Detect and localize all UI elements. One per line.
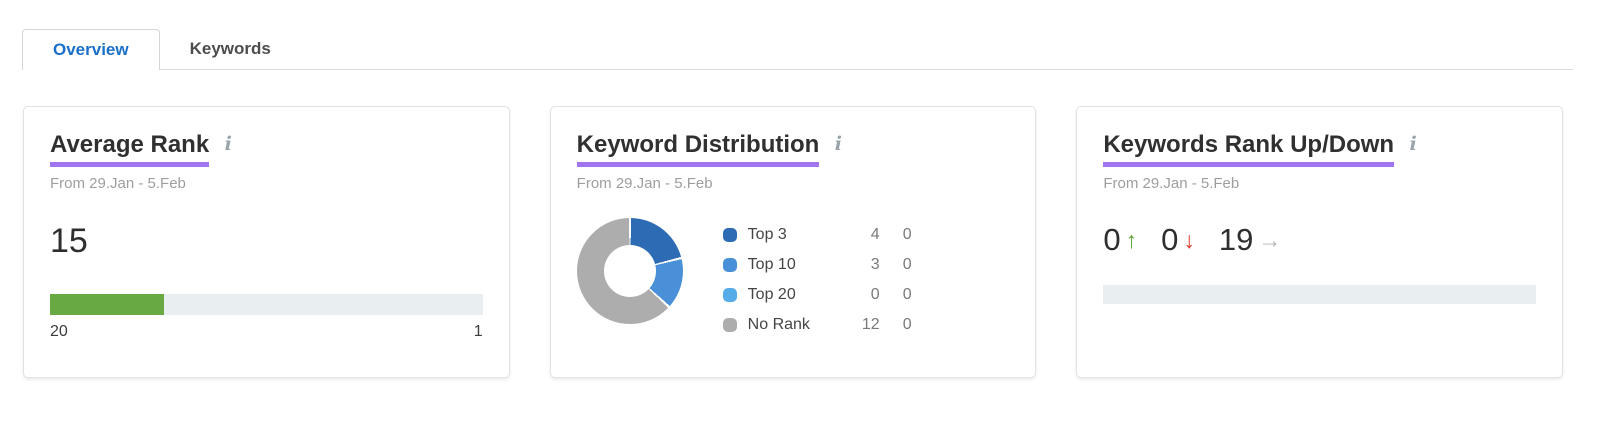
tab-bar: Overview Keywords bbox=[22, 29, 1573, 70]
keyword-distribution-period: From 29.Jan - 5.Feb bbox=[576, 175, 713, 192]
donut-chart bbox=[576, 218, 683, 324]
keyword-distribution-title[interactable]: Keyword Distribution bbox=[576, 133, 820, 167]
average-rank-scale: 20 1 bbox=[50, 323, 483, 341]
legend-label: Top 10 bbox=[747, 256, 796, 273]
keywords-rank-updown-title[interactable]: Keywords Rank Up/Down bbox=[1103, 133, 1395, 167]
rank-down-value: 0 bbox=[1161, 222, 1179, 257]
average-rank-bar: 20 1 bbox=[50, 294, 483, 341]
legend-label: Top 3 bbox=[747, 226, 787, 243]
legend-change: 0 bbox=[902, 256, 912, 273]
donut-legend: Top 3 4 0 Top 10 3 0 Top 20 0 0 bbox=[722, 218, 912, 340]
rank-up-stat: 0 ↑ bbox=[1103, 222, 1137, 258]
keyword-distribution-header: Keyword Distribution i bbox=[576, 133, 1010, 167]
legend-value: 12 bbox=[861, 316, 880, 333]
keywords-rank-updown-header: Keywords Rank Up/Down i bbox=[1103, 133, 1536, 167]
legend-dot-top10-icon bbox=[722, 258, 737, 272]
legend-change: 0 bbox=[902, 286, 912, 303]
average-rank-bar-fill bbox=[50, 294, 164, 315]
average-rank-header: Average Rank i bbox=[50, 133, 483, 167]
rank-down-stat: 0 ↓ bbox=[1161, 222, 1195, 258]
keywords-rank-updown-period: From 29.Jan - 5.Feb bbox=[1103, 175, 1240, 192]
info-icon[interactable]: i bbox=[834, 133, 843, 155]
average-rank-period: From 29.Jan - 5.Feb bbox=[50, 175, 186, 192]
rank-change-stats: 0 ↑ 0 ↓ 19 → bbox=[1103, 222, 1536, 258]
average-rank-card: Average Rank i From 29.Jan - 5.Feb 15 20… bbox=[23, 106, 510, 378]
average-rank-value: 15 bbox=[50, 222, 88, 260]
legend-row: No Rank 12 0 bbox=[722, 310, 912, 340]
tab-keywords[interactable]: Keywords bbox=[189, 39, 271, 58]
legend-label: Top 20 bbox=[747, 286, 796, 303]
legend-change: 0 bbox=[902, 226, 912, 243]
donut-hole bbox=[603, 245, 656, 297]
legend-value: 3 bbox=[870, 256, 880, 273]
info-icon[interactable]: i bbox=[1409, 133, 1417, 155]
rank-unchanged-value: 19 bbox=[1218, 222, 1254, 257]
legend-value: 0 bbox=[870, 286, 880, 303]
rank-up-value: 0 bbox=[1103, 222, 1121, 257]
keyword-distribution-card: Keyword Distribution i From 29.Jan - 5.F… bbox=[549, 106, 1037, 378]
scale-start-label: 20 bbox=[50, 323, 68, 340]
info-icon[interactable]: i bbox=[224, 133, 232, 155]
legend-row: Top 3 4 0 bbox=[722, 220, 912, 250]
legend-row: Top 10 3 0 bbox=[722, 250, 912, 280]
legend-dot-norank-icon bbox=[722, 318, 737, 332]
keywords-rank-updown-card: Keywords Rank Up/Down i From 29.Jan - 5.… bbox=[1076, 106, 1564, 378]
legend-value: 4 bbox=[870, 226, 880, 243]
arrow-up-icon: ↑ bbox=[1125, 226, 1138, 253]
average-rank-title[interactable]: Average Rank bbox=[50, 133, 210, 167]
legend-dot-top20-icon bbox=[722, 288, 737, 302]
legend-row: Top 20 0 0 bbox=[722, 280, 912, 310]
rank-unchanged-stat: 19 → bbox=[1219, 222, 1281, 258]
scale-end-label: 1 bbox=[473, 323, 483, 340]
rank-change-bar-track bbox=[1103, 285, 1537, 304]
average-rank-bar-track bbox=[50, 294, 483, 315]
legend-dot-top3-icon bbox=[722, 228, 737, 242]
arrow-down-icon: ↓ bbox=[1183, 226, 1195, 253]
legend-change: 0 bbox=[902, 316, 912, 333]
arrow-right-icon: → bbox=[1258, 226, 1282, 253]
cards-row: Average Rank i From 29.Jan - 5.Feb 15 20… bbox=[23, 106, 1564, 378]
tab-overview[interactable]: Overview bbox=[22, 29, 160, 70]
keyword-distribution-body: Top 3 4 0 Top 10 3 0 Top 20 0 0 bbox=[576, 218, 1010, 340]
legend-label: No Rank bbox=[747, 316, 810, 333]
